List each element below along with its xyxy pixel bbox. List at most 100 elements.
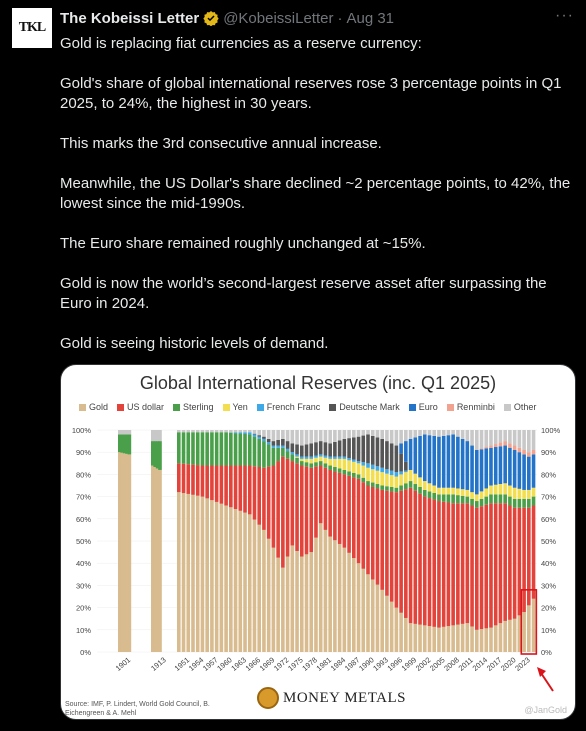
bar-segment-us-dollar [394,492,399,608]
bar-segment-other [276,430,280,440]
bar-segment-other [151,430,155,442]
bar-segment-deutsche-mark [394,445,399,473]
bar-segment-yen [432,485,437,493]
y-tick-label-left: 40% [76,559,91,568]
bar-segment-yen [352,461,356,473]
bar-segment-other [427,430,432,436]
bar-segment-deutsche-mark [361,435,366,463]
bar-segment-euro [517,452,522,489]
legend-item: Yen [222,402,248,412]
bar-segment-other [347,430,351,439]
bar-segment-yen [342,458,347,470]
more-options-icon[interactable]: ··· [555,7,574,24]
bar-segment-other [323,430,328,443]
bar-segment-euro [479,449,484,492]
bar-segment-us-dollar [214,465,219,502]
bar-segment-other [333,430,337,442]
bar-segment-deutsche-mark [385,441,389,470]
author-handle[interactable]: @KobeissiLetter [223,9,334,27]
bar-segment-us-dollar [219,465,224,504]
bar-segment-other [460,430,465,439]
legend-label: Renminbi [456,402,495,412]
bar-segment-gold [370,579,375,652]
bar-segment-yen [474,494,479,502]
bar-segment-sterling [404,483,408,490]
bar-segment-sterling [474,501,479,508]
bar-segment-gold [318,523,323,652]
y-tick-label-right: 10% [541,626,556,635]
bar-segment-other [437,430,441,437]
bar-segment-sterling [309,463,314,468]
y-tick-label-left: 80% [76,470,91,479]
bar-segment-sterling [243,433,247,466]
legend-swatch [256,403,264,411]
bar-segment-yen [323,457,328,464]
bar-segment-gold [151,465,155,652]
legend-label: US dollar [127,402,165,412]
y-tick-label-right: 100% [541,426,561,435]
bar-segment-other [127,430,132,435]
bar-segment-us-dollar [522,507,526,613]
bar-segment-gold [295,550,299,652]
bar-segment-yen [394,476,399,488]
bar-segment-yen [460,489,465,496]
bar-segment-sterling [522,498,526,508]
bar-segment-us-dollar [281,456,285,568]
bar-segment-sterling [512,498,517,508]
bar-segment-gold [252,519,257,652]
bar-segment-sterling [361,477,366,483]
bar-segment-us-dollar [304,466,309,555]
bar-segment-other [285,430,290,442]
bar-segment-gold [304,554,309,652]
tweet-media-image[interactable]: Global International Reserves (inc. Q1 2… [60,364,576,720]
bar-segment-french-franc [243,432,247,434]
author-avatar[interactable]: TKL [12,8,52,48]
bar-segment-us-dollar [432,499,437,627]
y-tick-label-right: 40% [541,559,556,568]
bar-segment-sterling [285,451,290,459]
bar-segment-gold [479,629,484,652]
bar-segment-other [186,430,191,433]
bar-segment-other [385,430,389,442]
author-name[interactable]: The Kobeissi Letter [60,9,200,27]
logo-text: MONEY METALS [283,689,406,706]
bar-segment-yen [356,463,361,475]
tweet-date[interactable]: Aug 31 [346,9,395,27]
bar-segment-us-dollar [465,503,470,624]
bar-segment-other [314,430,318,443]
y-tick-label-right: 80% [541,470,556,479]
bar-segment-french-franc [352,459,356,462]
bar-segment-french-franc [328,456,332,459]
bar-segment-sterling [333,467,337,472]
bar-segment-gold [451,625,455,652]
y-tick-label-right: 20% [541,604,556,613]
bar-segment-sterling [498,494,503,504]
bar-segment-sterling [441,494,446,502]
bar-segment-other [380,430,384,439]
bar-segment-yen [328,458,332,466]
bar-segment-us-dollar [517,507,522,616]
bar-segment-sterling [328,465,332,470]
bar-segment-gold [309,552,314,652]
bar-segment-gold [210,500,214,652]
bar-segment-sterling [408,481,413,488]
bar-segment-euro [474,449,479,495]
bar-segment-deutsche-mark [366,434,370,464]
bar-segment-gold [186,493,191,652]
bar-segment-sterling [314,462,318,467]
bar-segment-other [441,430,446,436]
bar-segment-other [243,430,247,433]
bar-segment-sterling [233,433,238,466]
bar-segment-deutsche-mark [304,444,309,457]
bar-segment-us-dollar [352,477,356,559]
bar-segment-french-franc [238,432,243,434]
bar-segment-deutsche-mark [318,441,323,455]
bar-segment-yen [446,487,451,495]
bar-segment-us-dollar [427,498,432,627]
bar-segment-sterling [271,447,276,466]
bar-segment-us-dollar [446,502,451,627]
bar-segment-yen [456,488,460,496]
legend-item: US dollar [117,402,164,412]
bar-segment-gold [527,605,531,652]
bar-segment-us-dollar [366,485,370,575]
